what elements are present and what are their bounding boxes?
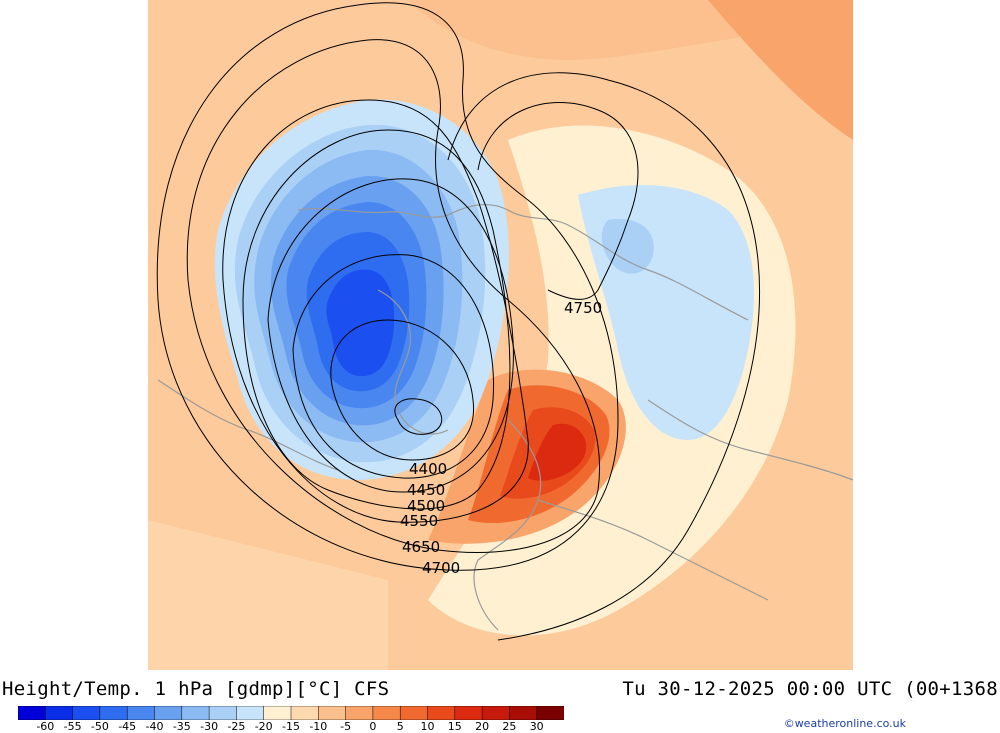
colorbar-tick-label: -35 <box>172 720 191 733</box>
copyright-text: ©weatheronline.co.uk <box>783 717 906 730</box>
contour-label-4450: 4450 <box>407 481 445 499</box>
contour-4700 <box>156 2 619 571</box>
coastline-siberia <box>567 224 749 321</box>
contour-4400-closure <box>292 349 404 479</box>
colorbar-tick-label: -30 <box>200 720 219 733</box>
contour-4500 <box>242 129 511 510</box>
colorbar-swatch <box>45 706 74 720</box>
colorbar-tick-label: -55 <box>63 720 82 733</box>
contour-outer <box>447 72 761 641</box>
contour-4750 <box>477 102 639 300</box>
colorbar-tick-label: 25 <box>502 720 517 733</box>
colorbar-tick-label: -60 <box>36 720 55 733</box>
contour-4450 <box>267 178 514 493</box>
colorbar-swatch <box>208 706 237 720</box>
colorbar-tick-label: -5 <box>340 720 352 733</box>
colorbar-swatch <box>99 706 128 720</box>
map-panel: 4400 4450 4500 4550 4650 4700 4750 <box>148 0 854 670</box>
colorbar-tick-label: -25 <box>227 720 246 733</box>
colorbar-tick-label: 0 <box>369 720 377 733</box>
coastline-europe <box>473 419 542 631</box>
colorbar-swatch <box>181 706 210 720</box>
colorbar-swatch <box>399 706 429 720</box>
coastline-mediterranean <box>537 499 769 601</box>
temperature-field-vortex-core <box>326 269 395 377</box>
colorbar-swatch <box>263 706 292 720</box>
colorbar-swatch <box>481 706 510 720</box>
contour-label-4700: 4700 <box>422 559 460 577</box>
coastline-greenland <box>377 289 449 435</box>
contour-4550 <box>222 99 529 523</box>
colorbar-swatch <box>18 706 46 720</box>
contour-4650 <box>186 39 600 553</box>
colorbar-swatch <box>536 706 564 720</box>
contour-label-4550: 4550 <box>400 512 438 530</box>
colorbar-tick-label: -10 <box>309 720 328 733</box>
colorbar-swatch <box>427 706 456 720</box>
colorbar-swatch <box>318 706 347 720</box>
colorbar-tick-label: 30 <box>529 720 544 733</box>
contour-label-4500: 4500 <box>407 497 445 515</box>
coastlines <box>157 204 854 631</box>
contour-labels: 4400 4450 4500 4550 4650 4700 4750 <box>400 299 602 577</box>
height-contours <box>156 2 761 641</box>
colorbar-tick-label: 5 <box>396 720 404 733</box>
colorbar-tick-label: 10 <box>420 720 435 733</box>
border-asia <box>647 399 854 481</box>
colorbar-swatch <box>154 706 183 720</box>
colorbar-tick-label: -45 <box>118 720 137 733</box>
colorbar-labels: -60 -55 -50 -45 -40 -35 -30 -25 -20 -15 -10 -5 0 5 10 1… <box>18 720 578 733</box>
contour-inner-low <box>394 398 443 435</box>
temperature-field-warm-3 <box>708 0 853 140</box>
colorbar-swatch <box>345 706 374 720</box>
contour-label-4750: 4750 <box>564 299 602 317</box>
colorbar-tick-label: -40 <box>145 720 164 733</box>
coastline-arctic <box>447 204 569 226</box>
contour-label-4400: 4400 <box>409 460 447 478</box>
colorbar-tick-label: 15 <box>447 720 462 733</box>
colorbar-tick-label: 20 <box>475 720 490 733</box>
colorbar-swatch <box>236 706 265 720</box>
colorbar <box>18 706 564 720</box>
temperature-field-warm-europe-core <box>528 423 587 481</box>
coastline-alaska <box>157 379 339 471</box>
contour-ring-1 <box>330 319 475 461</box>
temperature-field-warm-4 <box>148 520 388 670</box>
colorbar-swatch <box>290 706 319 720</box>
colorbar-tick-label: -20 <box>254 720 273 733</box>
chart-title: Height/Temp. 1 hPa [gdmp][°C] CFS <box>2 678 390 700</box>
valid-time: Tu 30-12-2025 00:00 UTC (00+1368 <box>622 678 998 700</box>
contour-4400 <box>292 254 495 479</box>
colorbar-swatch <box>509 706 538 720</box>
map-svg: 4400 4450 4500 4550 4650 4700 4750 <box>148 0 854 670</box>
temperature-field-cold-asia-core <box>601 219 654 274</box>
colorbar-swatch <box>454 706 483 720</box>
colorbar-tick-label: -50 <box>90 720 109 733</box>
colorbar-tick-label: -15 <box>282 720 300 733</box>
colorbar-swatch <box>372 706 401 720</box>
colorbar-swatch <box>126 706 156 720</box>
contour-label-4650: 4650 <box>402 538 440 556</box>
colorbar-swatch <box>72 706 101 720</box>
